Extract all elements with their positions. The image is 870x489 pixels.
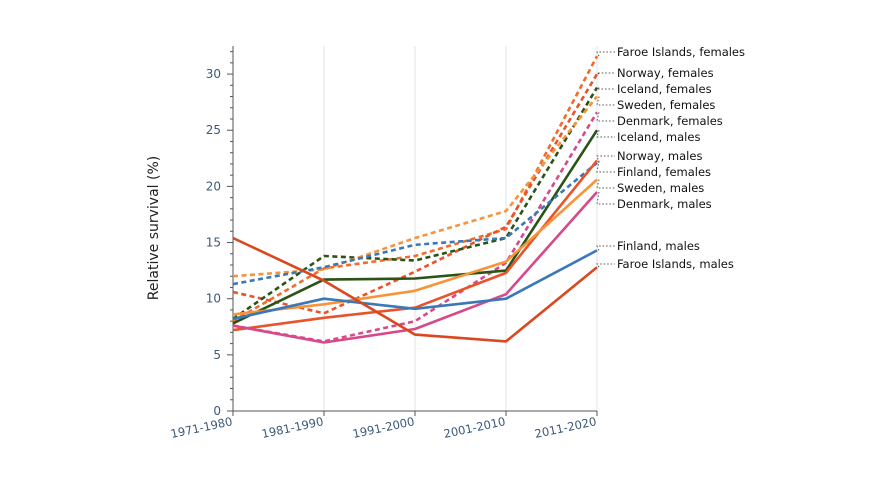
series-line-sweden-males xyxy=(232,178,598,316)
series-lines xyxy=(232,55,599,344)
legend-leader xyxy=(595,87,615,90)
legend-leader xyxy=(596,72,615,75)
series-line-denmark-males xyxy=(232,191,598,344)
legend-leader xyxy=(596,51,615,57)
legend-label-iceland-males: Iceland, males xyxy=(617,130,700,144)
series-line-iceland-males xyxy=(232,129,599,325)
legend-label-finland-males: Finland, males xyxy=(617,239,700,253)
y-tick-label: 25 xyxy=(206,123,221,137)
y-tick-label: 0 xyxy=(213,404,221,418)
legend-leader xyxy=(596,130,615,138)
legend-leader xyxy=(596,160,615,173)
legend-label-norway-males: Norway, males xyxy=(617,149,702,163)
legend-label-sweden-males: Sweden, males xyxy=(617,181,704,195)
y-tick-label: 5 xyxy=(213,348,221,362)
series-line-norway-males xyxy=(232,161,598,286)
legend-leader xyxy=(596,191,615,205)
legend-label-denmark-females: Denmark, females xyxy=(617,114,723,128)
legend-label-denmark-males: Denmark, males xyxy=(617,197,712,211)
y-tick-label: 20 xyxy=(206,179,221,193)
x-tick-label: 1981-1990 xyxy=(260,414,324,441)
legend-label-sweden-females: Sweden, females xyxy=(617,98,715,112)
legend-label-norway-females: Norway, females xyxy=(617,66,714,80)
y-tick-label: 30 xyxy=(206,67,221,81)
series-line-faroe-islands-males xyxy=(232,236,598,343)
legend-label-faroe-islands-females: Faroe Islands, females xyxy=(617,45,745,59)
legend-leader xyxy=(596,263,615,268)
legend-label-faroe-islands-males: Faroe Islands, males xyxy=(617,257,734,271)
legend-leader xyxy=(596,245,615,251)
y-tick-label: 10 xyxy=(206,292,221,306)
legend: Faroe Islands, females Norway, females Ice… xyxy=(595,45,745,271)
x-tick-label: 1971-1980 xyxy=(169,414,233,441)
legend-leader xyxy=(596,155,615,163)
axes: 0 5 10 15 20 25 30 1971-1980 1981-1990 1991-2000 2… xyxy=(169,46,598,441)
y-tick-label: 15 xyxy=(206,236,221,250)
x-tick-label: 2001-2010 xyxy=(442,414,506,441)
series-line-finland-males xyxy=(232,249,598,321)
x-tick-label: 2011-2020 xyxy=(533,414,597,441)
x-tick-label: 1991-2000 xyxy=(351,414,415,441)
legend-leader xyxy=(596,179,615,189)
legend-label-iceland-females: Iceland, females xyxy=(617,82,712,96)
legend-leader xyxy=(596,112,615,122)
y-axis-label: Relative survival (%) xyxy=(146,156,162,300)
legend-leader xyxy=(596,96,615,106)
legend-label-finland-females: Finland, females xyxy=(617,165,711,179)
